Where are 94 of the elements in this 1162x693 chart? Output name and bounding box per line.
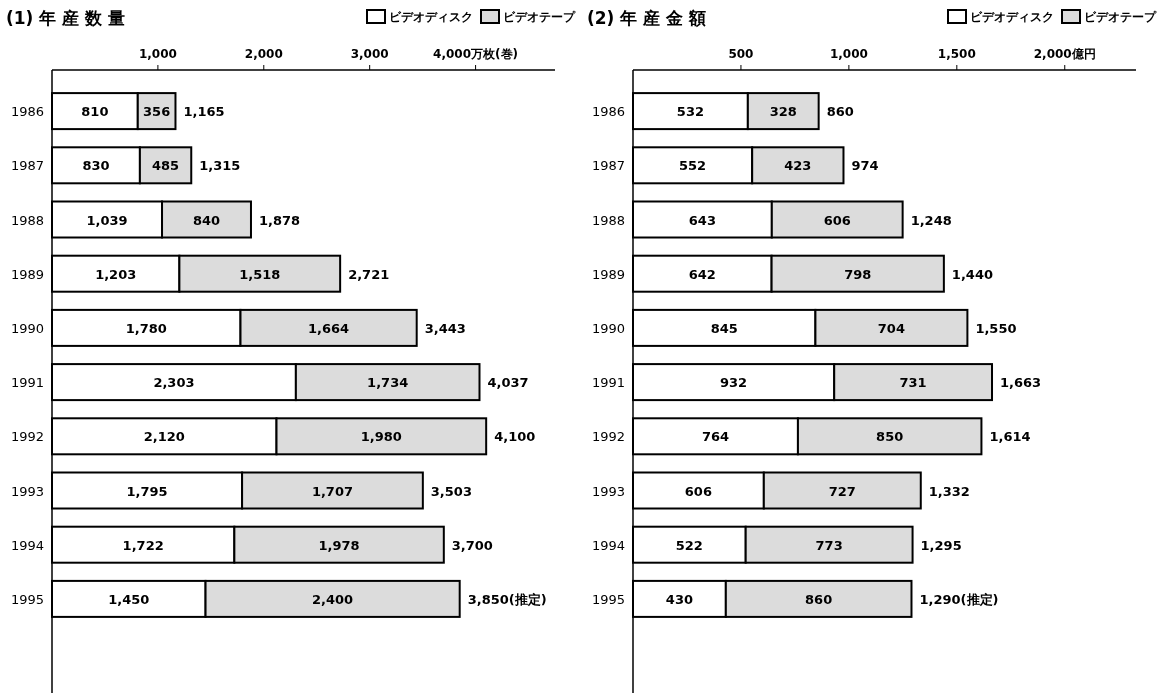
x-tick-label: 1,500 — [937, 47, 976, 61]
data-label: 1,795 — [126, 483, 168, 499]
chart-title: (2) 年 産 金 額 — [587, 8, 707, 28]
y-tick-label: 1994 — [10, 537, 44, 553]
data-label: 606 — [684, 483, 712, 499]
data-label: 1,707 — [311, 483, 354, 499]
data-label: 1,978 — [318, 537, 360, 553]
data-label: 727 — [828, 483, 856, 499]
total-label: 860 — [826, 104, 854, 120]
total-label: 1,663 — [1000, 375, 1042, 391]
data-label: 1,722 — [122, 537, 164, 553]
total-label: 2,721 — [348, 266, 390, 282]
y-tick-label: 1986 — [591, 104, 625, 120]
y-tick-label: 1987 — [591, 158, 625, 174]
total-label: 1,550 — [975, 320, 1017, 336]
y-tick-label: 1992 — [10, 429, 44, 445]
data-label: 1,039 — [86, 212, 128, 228]
data-label: 423 — [784, 158, 812, 174]
data-label: 860 — [805, 591, 833, 607]
data-label: 552 — [679, 158, 707, 174]
x-tick-label: 1,000 — [829, 47, 868, 61]
data-label: 485 — [152, 158, 180, 174]
data-label: 845 — [710, 320, 738, 336]
data-label: 2,303 — [153, 375, 195, 391]
total-label: 1,614 — [989, 429, 1031, 445]
legend-label: ビデオテープ — [503, 10, 576, 24]
y-tick-label: 1993 — [591, 483, 625, 499]
y-tick-label: 1993 — [10, 483, 44, 499]
total-label: 1,332 — [928, 483, 970, 499]
y-tick-label: 1989 — [10, 266, 44, 282]
legend-label: ビデオテープ — [1084, 10, 1157, 24]
x-tick-label: 3,000 — [350, 47, 389, 61]
total-label: 3,443 — [424, 320, 466, 336]
y-tick-label: 1988 — [10, 212, 44, 228]
x-tick-label: 500 — [728, 47, 754, 61]
data-label: 606 — [823, 212, 851, 228]
y-tick-label: 1990 — [10, 320, 44, 336]
x-tick-label: 1,000 — [138, 47, 177, 61]
data-label: 1,734 — [367, 375, 409, 391]
total-label: 974 — [851, 158, 879, 174]
x-tick-label: 2,000 — [244, 47, 283, 61]
data-label: 2,400 — [312, 591, 354, 607]
data-label: 704 — [877, 320, 905, 336]
y-tick-label: 1991 — [10, 375, 44, 391]
total-label: 1,440 — [951, 266, 993, 282]
total-label: 1,878 — [258, 212, 301, 228]
total-label: 1,248 — [910, 212, 952, 228]
legend-label: ビデオディスク — [389, 10, 473, 24]
y-tick-label: 1995 — [10, 591, 44, 607]
data-label: 532 — [676, 104, 704, 120]
y-tick-label: 1990 — [591, 320, 625, 336]
data-label: 773 — [815, 537, 843, 553]
y-tick-label: 1991 — [591, 375, 625, 391]
data-label: 810 — [81, 104, 109, 120]
data-label: 932 — [720, 375, 748, 391]
total-label: 4,037 — [487, 375, 529, 391]
total-label: 3,503 — [430, 483, 472, 499]
data-label: 1,203 — [95, 266, 137, 282]
data-label: 2,120 — [143, 429, 185, 445]
total-label: 4,100 — [494, 429, 536, 445]
total-label: 1,165 — [183, 104, 225, 120]
total-label: 1,295 — [920, 537, 962, 553]
y-tick-label: 1989 — [591, 266, 625, 282]
y-tick-label: 1988 — [591, 212, 625, 228]
total-label: 1,290(推定) — [919, 591, 999, 607]
y-tick-label: 1987 — [10, 158, 44, 174]
data-label: 1,518 — [239, 266, 281, 282]
data-label: 642 — [688, 266, 716, 282]
data-label: 830 — [82, 158, 110, 174]
data-label: 731 — [899, 375, 927, 391]
x-tick-label: 4,000万枚(巻) — [433, 47, 519, 61]
data-label: 430 — [665, 591, 693, 607]
data-label: 1,664 — [308, 320, 350, 336]
total-label: 1,315 — [199, 158, 241, 174]
y-tick-label: 1994 — [591, 537, 625, 553]
y-tick-label: 1992 — [591, 429, 625, 445]
data-label: 1,980 — [360, 429, 402, 445]
y-tick-label: 1986 — [10, 104, 44, 120]
data-label: 643 — [688, 212, 716, 228]
data-label: 764 — [701, 429, 730, 445]
data-label: 850 — [876, 429, 904, 445]
total-label: 3,850(推定) — [467, 591, 547, 607]
chart-title: (1) 年 産 数 量 — [6, 8, 126, 28]
data-label: 356 — [143, 104, 171, 120]
x-tick-label: 2,000億円 — [1033, 47, 1096, 61]
data-label: 328 — [769, 104, 797, 120]
data-label: 1,780 — [125, 320, 167, 336]
legend-label: ビデオディスク — [970, 10, 1054, 24]
data-label: 1,450 — [108, 591, 150, 607]
data-label: 522 — [675, 537, 703, 553]
data-label: 840 — [192, 212, 221, 228]
total-label: 3,700 — [451, 537, 493, 553]
y-tick-label: 1995 — [591, 591, 625, 607]
data-label: 798 — [844, 266, 872, 282]
